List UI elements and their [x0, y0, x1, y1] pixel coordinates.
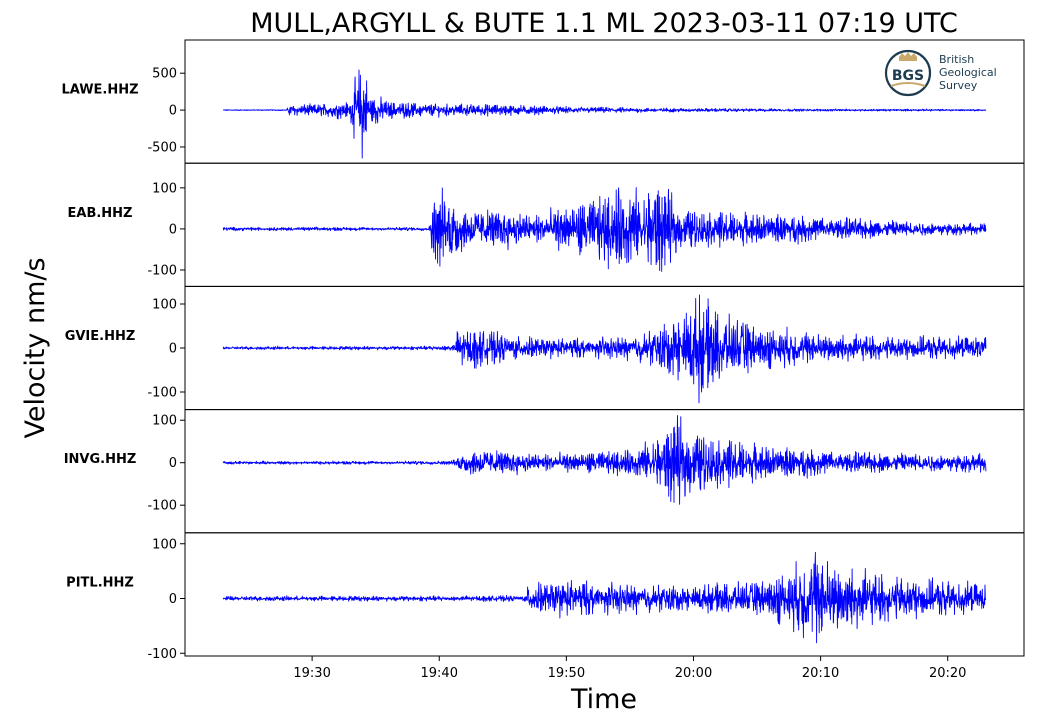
y-tick-label: 100	[152, 414, 177, 429]
station-label: PITL.HHZ	[66, 575, 134, 590]
seismic-trace	[222, 187, 987, 272]
y-tick-label: 100	[152, 181, 177, 196]
seismic-trace	[222, 69, 987, 159]
x-tick-label: 19:40	[421, 666, 458, 681]
seismic-trace	[222, 415, 987, 505]
logo-abbr: BGS	[892, 68, 924, 84]
panel-pitl-hhz: 100 0 -100 PITL.HHZ	[66, 532, 1025, 662]
y-tick-label: 100	[152, 537, 177, 552]
y-tick-label: -100	[147, 263, 177, 278]
station-label: INVG.HHZ	[64, 452, 137, 467]
y-tick-label: -500	[147, 140, 177, 155]
panel-lawe-hhz: 500 0 -500 LAWE.HHZ	[61, 39, 1025, 164]
chart-title: MULL,ARGYLL & BUTE 1.1 ML 2023-03-11 07:…	[250, 8, 958, 39]
x-tick-label: 19:50	[548, 666, 585, 681]
y-tick-label: 0	[169, 342, 177, 357]
panel-frame	[184, 409, 1025, 534]
panel-eab-hhz: 100 0 -100 EAB.HHZ	[68, 162, 1025, 287]
logo-swoosh	[890, 82, 926, 87]
y-tick-label: 0	[169, 222, 177, 237]
y-tick-label: -100	[147, 499, 177, 514]
x-axis-label: Time	[570, 684, 637, 715]
x-axis: 19:30 19:40 19:50 20:00 20:10 20:20	[293, 656, 966, 681]
y-tick-label: 0	[169, 104, 177, 119]
y-tick-label: 100	[152, 298, 177, 313]
panel-invg-hhz: 100 0 -100 INVG.HHZ	[64, 409, 1025, 534]
y-axis-label: Velocity nm/s	[20, 257, 51, 438]
bgs-logo: BGS British Geological Survey	[884, 49, 997, 97]
seismic-trace	[222, 294, 987, 404]
station-label: LAWE.HHZ	[61, 83, 138, 98]
x-tick-label: 20:10	[802, 666, 839, 681]
x-tick-label: 20:20	[929, 666, 966, 681]
y-tick-label: 0	[169, 456, 177, 471]
logo-line-1: British	[939, 53, 974, 66]
seismic-trace	[222, 551, 987, 644]
panel-gvie-hhz: 100 0 -100 GVIE.HHZ	[65, 285, 1025, 411]
y-tick-label: 500	[152, 67, 177, 82]
station-label: GVIE.HHZ	[65, 329, 136, 344]
x-tick-label: 20:00	[675, 666, 712, 681]
station-label: EAB.HHZ	[68, 206, 133, 221]
y-tick-label: -100	[147, 647, 177, 662]
logo-line-3: Survey	[939, 79, 978, 92]
logo-line-2: Geological	[939, 66, 997, 79]
panel-frame	[184, 532, 1025, 657]
crown-icon	[899, 52, 917, 61]
y-tick-label: 0	[169, 592, 177, 607]
panel-stack: 500 0 -500 LAWE.HHZ 100 0 -100 EAB.HHZ 100 0 -100 G…	[61, 39, 1025, 662]
y-tick-label: -100	[147, 386, 177, 401]
x-tick-label: 19:30	[293, 666, 330, 681]
